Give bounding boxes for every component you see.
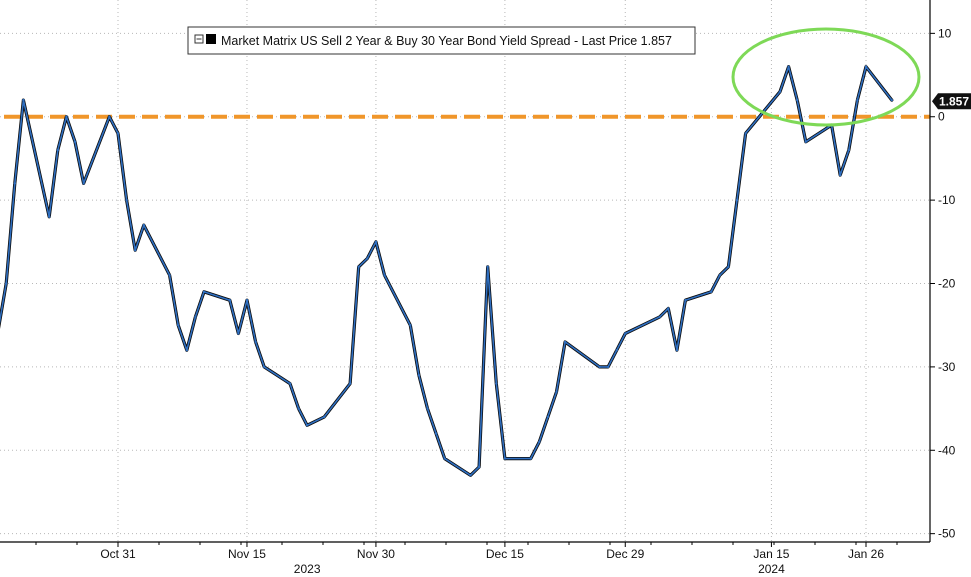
y-tick-label: -40 (938, 443, 956, 457)
series-point (383, 274, 386, 277)
series-point (5, 282, 8, 285)
series-point (297, 407, 300, 410)
series-point (13, 182, 16, 185)
series-point (185, 349, 188, 352)
series-point (804, 140, 807, 143)
series-point (856, 98, 859, 102)
series-point (48, 215, 51, 218)
series-point (245, 299, 249, 302)
series-point (563, 340, 567, 344)
series-point (778, 90, 782, 93)
series-point (417, 374, 421, 377)
series-point (667, 307, 670, 310)
x-tick-label: Dec 15 (486, 547, 524, 561)
series-point (839, 173, 842, 177)
series-point (56, 148, 59, 152)
series-point (194, 315, 197, 319)
series-point (710, 290, 713, 293)
series-point (675, 349, 679, 352)
series-point (374, 240, 378, 243)
y-tick-label: 0 (938, 110, 945, 124)
legend-label: Market Matrix US Sell 2 Year & Buy 30 Ye… (221, 34, 672, 48)
series-point (305, 424, 309, 427)
y-axis-ticks: 10 0 -10 -20 -30 -40 -50 (930, 26, 956, 541)
series-point (615, 349, 618, 352)
series-point (263, 365, 266, 369)
x-tick-label: Oct 31 (100, 547, 136, 561)
series-point (718, 274, 721, 277)
series-point (73, 140, 77, 143)
series-point (744, 132, 747, 135)
last-price-tag: 1.857 (932, 93, 971, 110)
series-point (142, 223, 145, 227)
last-price-tag-shape (932, 93, 971, 110)
y-tick-label: 10 (938, 26, 952, 40)
series-point (546, 415, 550, 419)
series-point (434, 432, 438, 435)
series-point (606, 365, 610, 369)
year-labels: 2023 2024 (294, 562, 785, 576)
series-point (624, 332, 627, 335)
x-tick-label: Dec 29 (606, 547, 644, 561)
series-point (598, 365, 601, 369)
series-point (796, 98, 799, 102)
series-point (486, 265, 489, 268)
series-point (735, 198, 739, 202)
y-tick-label: -30 (938, 360, 956, 374)
series-point (443, 457, 446, 460)
legend-swatch (206, 34, 216, 44)
y-tick-label: -50 (938, 527, 956, 541)
series-point (357, 265, 360, 268)
series-point (727, 265, 730, 268)
series-point (469, 474, 472, 477)
y-tick-label: -20 (938, 277, 956, 291)
series-point (323, 415, 326, 419)
series-layer (0, 65, 894, 477)
series-point (890, 98, 893, 102)
last-price-label: 1.857 (939, 94, 969, 108)
series-point (168, 274, 171, 277)
series-point (864, 65, 868, 68)
series-point (202, 290, 206, 293)
series-point (82, 182, 85, 185)
x-axis-ticks: Oct 31 Nov 15 Nov 30 Dec 15 Dec 29 Jan 15 Jan … (35, 542, 898, 561)
series-point (555, 390, 558, 394)
series-point (409, 324, 412, 327)
series-point (22, 98, 25, 102)
series-point (254, 340, 257, 344)
series-point (787, 65, 790, 68)
series-point (538, 440, 541, 444)
series-point (237, 332, 240, 335)
series-point (658, 315, 661, 319)
series-point (477, 465, 481, 469)
series-point (348, 382, 352, 385)
series-point (134, 249, 137, 252)
x-tick-label: Nov 30 (357, 547, 395, 561)
series-point (495, 382, 498, 385)
series-point (847, 148, 850, 152)
series-point (65, 115, 68, 118)
series-point (426, 407, 429, 410)
highlight-ellipse (731, 27, 921, 127)
series-point (529, 457, 532, 460)
series-point (125, 198, 128, 202)
series-point (177, 324, 180, 327)
year-label: 2023 (294, 562, 321, 576)
series-point (288, 382, 292, 385)
year-label: 2024 (758, 562, 785, 576)
series-point (108, 115, 111, 118)
x-tick-label: Nov 15 (228, 547, 266, 561)
series-point (684, 299, 687, 302)
legend-box (187, 26, 696, 55)
series-point (366, 257, 369, 260)
series-point (228, 299, 231, 302)
series-point (116, 132, 120, 135)
series-point (503, 457, 507, 460)
y-tick-label: -10 (938, 193, 956, 207)
x-tick-label: Jan 26 (848, 547, 884, 561)
x-tick-label: Jan 15 (753, 547, 789, 561)
legend: Market Matrix US Sell 2 Year & Buy 30 Ye… (187, 26, 696, 55)
